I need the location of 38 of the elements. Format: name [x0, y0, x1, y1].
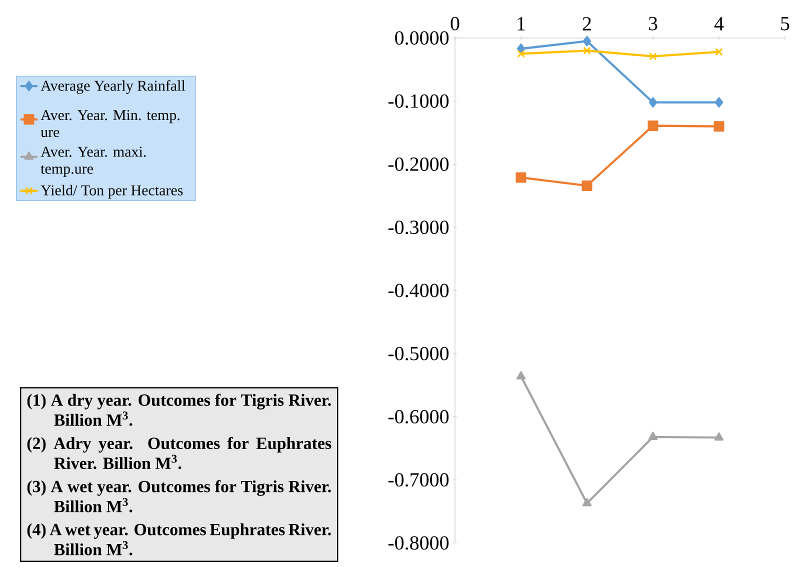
legend-label: Average Yearly Rainfall: [40, 80, 186, 94]
point: [516, 172, 526, 183]
point: [582, 36, 592, 46]
point: [715, 48, 723, 56]
y-tick-label: -0.7000: [388, 473, 449, 487]
point: [583, 46, 591, 55]
text: (2) Adry year. Outcomes for Euphrates River. Billion M$^{3}$.: [27, 436, 332, 470]
y-tick-label: -0.4000: [388, 284, 449, 298]
point: [517, 50, 525, 58]
legend-label: Yield/ Ton per Hectares: [40, 184, 183, 198]
point: [648, 97, 658, 108]
x-tick-label: 1: [518, 17, 525, 30]
y-tick-label: -0.6000: [388, 410, 449, 424]
legend-label: Aver. Year. maxi. temp.ure: [40, 146, 146, 177]
point: [582, 180, 592, 191]
point: [649, 52, 657, 60]
y-tick-label: -0.1000: [388, 94, 449, 108]
y-tick-label: -0.2000: [388, 157, 449, 172]
legend-label: Aver. Year. Min. temp. ure: [40, 110, 180, 138]
text: (3) A wet year. Outcomes for Tigris River. Billion M$^{3}$.: [27, 480, 331, 512]
x-tick-label: 2: [582, 17, 591, 30]
text: (1) A dry year. Outcomes for Tigris River. Billion M$^{3}$.: [27, 394, 331, 426]
x-tick-label: 5: [781, 17, 790, 30]
point: [648, 120, 658, 131]
point: [582, 498, 592, 506]
x-tick-label: 3: [648, 16, 658, 30]
point: [648, 432, 658, 440]
y-tick-label: -0.5000: [388, 346, 449, 360]
text: (4) A wet year. Outcomes Euphrates River. Billion M$^{3}$.: [27, 523, 331, 556]
point: [714, 121, 724, 132]
point: [714, 432, 724, 441]
x-tick-label: 0: [450, 16, 460, 30]
y-tick-label: 0.0000: [395, 31, 449, 45]
x-tick-label: 4: [714, 17, 724, 30]
point: [714, 97, 724, 108]
y-tick-label: -0.8000: [388, 536, 449, 550]
y-tick-label: -0.3000: [388, 220, 449, 234]
point: [516, 371, 526, 380]
